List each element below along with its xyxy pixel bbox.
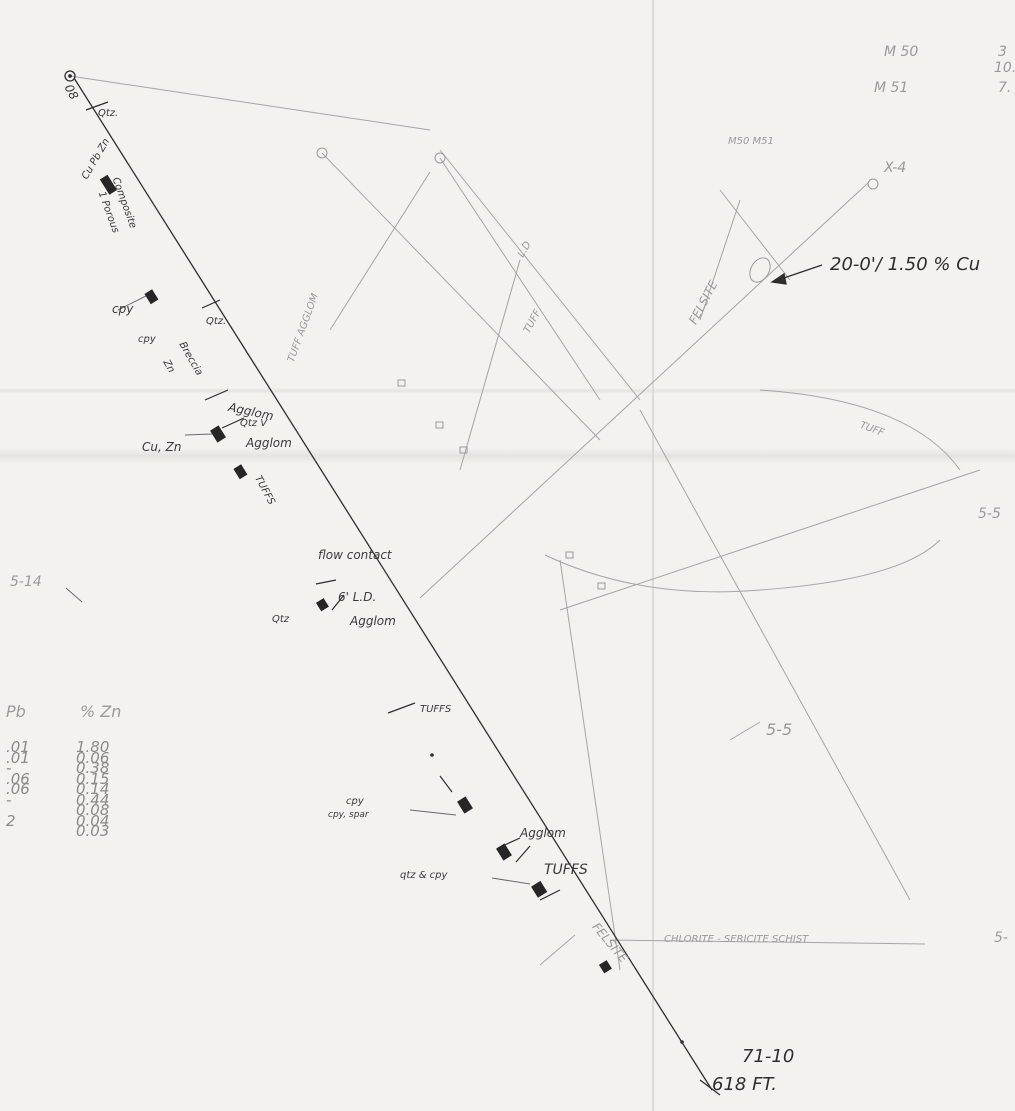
pb-cell: .01 <box>6 738 30 756</box>
pencil-trace <box>759 389 961 471</box>
pencil-trace <box>729 721 761 741</box>
hole-m51-label: M 51 <box>874 80 909 96</box>
zn-cell: 0.06 <box>76 748 110 767</box>
pencil-trace <box>544 539 941 593</box>
hole-end-tick <box>699 1079 721 1096</box>
hole-5-14-label: 5-14 <box>10 574 42 590</box>
sample-interval <box>144 289 159 305</box>
sample-interval <box>531 880 548 898</box>
log-tuffs-2: TUFFS <box>420 704 452 715</box>
hole-5-5-label: 5-5 <box>766 720 793 739</box>
assay-header-zn: % Zn <box>80 702 122 721</box>
zn-cell: 0.03 <box>76 822 110 840</box>
assay-pb-column: .01.01- .06.06-2 <box>6 738 30 837</box>
drill-hole-trace <box>73 77 713 1091</box>
pencil-trace <box>459 259 521 471</box>
log-qtz-cpy: qtz & cpy <box>400 870 448 881</box>
pb-cell: .06 <box>6 780 30 798</box>
pencil-trace <box>439 149 641 401</box>
zn-cell: 0.44 <box>76 790 110 809</box>
sample-interval <box>496 843 512 861</box>
zn-cell: 1.80 <box>76 738 110 756</box>
zn-cell: 0.04 <box>76 811 110 830</box>
assay-header-pb: Pb <box>6 702 26 721</box>
pencil-trace <box>419 182 869 599</box>
sample-box <box>597 582 606 590</box>
hole-5-right-label: 5- <box>994 930 1008 946</box>
arrow-head <box>770 272 787 285</box>
paper-fold-crease <box>0 388 1015 394</box>
pencil-trace <box>699 189 791 321</box>
log-agglom-4: Agglom <box>520 826 566 840</box>
pb-cell: .06 <box>6 769 30 788</box>
pb-cell: - <box>6 790 12 809</box>
hole-id-label: 71-10 <box>742 1046 795 1067</box>
collar-circle <box>867 178 879 190</box>
paper-fold-crease <box>652 0 654 1111</box>
zn-cell: 0.38 <box>76 759 110 777</box>
m50-value: 3 <box>998 44 1007 60</box>
pencil-trace <box>559 559 621 971</box>
m51-value-2: 7. <box>998 80 1012 96</box>
hole-m50-label: M 50 <box>884 44 919 60</box>
chlorite-schist-label: CHLORITE - SERICITE SCHIST <box>664 934 809 945</box>
pencil-trace <box>559 469 981 611</box>
log-qtz: Qtz. <box>206 316 227 327</box>
assay-zn-column: 1.80 0.06 0.38 0.15 0.14 0.44 0.08 0.04 0.03 <box>76 738 110 840</box>
pb-cell: .01 <box>6 748 30 767</box>
intercept-ellipse <box>749 257 771 283</box>
sample-box <box>435 421 444 429</box>
log-qtz-v: Qtz V <box>240 418 268 429</box>
sample-box <box>397 379 406 387</box>
sample-interval <box>315 598 329 612</box>
pb-cell: - <box>6 759 12 777</box>
pencil-trace <box>329 171 431 331</box>
log-cpy-spar: cpy, spar <box>328 810 369 820</box>
pencil-trace <box>69 75 431 131</box>
sample-interval <box>598 960 612 974</box>
pencil-trace <box>639 409 911 901</box>
log-flow-contact: flow contact <box>318 548 392 562</box>
log-cpy-2: cpy <box>346 796 364 807</box>
log-cpy: cpy <box>112 302 134 316</box>
log-tuffs-3: TUFFS <box>544 862 588 878</box>
log-cpy-qtz: cpy <box>138 334 156 345</box>
hole-collar <box>64 70 76 82</box>
sample-box <box>459 446 468 454</box>
pencil-trace <box>539 934 576 966</box>
sample-interval <box>233 464 248 480</box>
zn-cell: 0.08 <box>76 801 110 819</box>
zn-cell: 0.14 <box>76 780 110 798</box>
sample-interval <box>457 796 473 814</box>
log-qtz-3: Qtz <box>272 614 290 625</box>
hole-pair-label: M50 M51 <box>728 136 774 147</box>
log-cu-zn: Cu, Zn <box>142 440 182 454</box>
log-agglom-2: Agglom <box>246 436 292 450</box>
zn-cell: 0.15 <box>76 769 110 788</box>
log-agglom-3: Agglom <box>350 614 396 628</box>
paper-fold-crease <box>0 448 1015 464</box>
sample-interval <box>210 425 226 443</box>
pencil-trace <box>439 157 601 401</box>
pencil-trace <box>321 152 601 441</box>
collar-circle <box>316 147 328 159</box>
log-qtz-top: Qtz. <box>98 108 119 119</box>
hole-x4-label: X-4 <box>884 160 907 176</box>
hole-depth-label: 618 FT. <box>712 1074 778 1095</box>
hole-5-5-upper-label: 5-5 <box>978 506 1001 522</box>
intercept-label: 20-0'/ 1.50 % Cu <box>830 254 981 275</box>
collar-circle <box>434 152 446 164</box>
log-6ft-ld: 6' L.D. <box>338 590 377 604</box>
m51-value: 10. <box>994 60 1015 76</box>
pencil-trace <box>609 939 926 945</box>
sample-interval <box>99 174 118 195</box>
pb-cell: 2 <box>6 811 16 830</box>
sample-box <box>565 551 574 559</box>
